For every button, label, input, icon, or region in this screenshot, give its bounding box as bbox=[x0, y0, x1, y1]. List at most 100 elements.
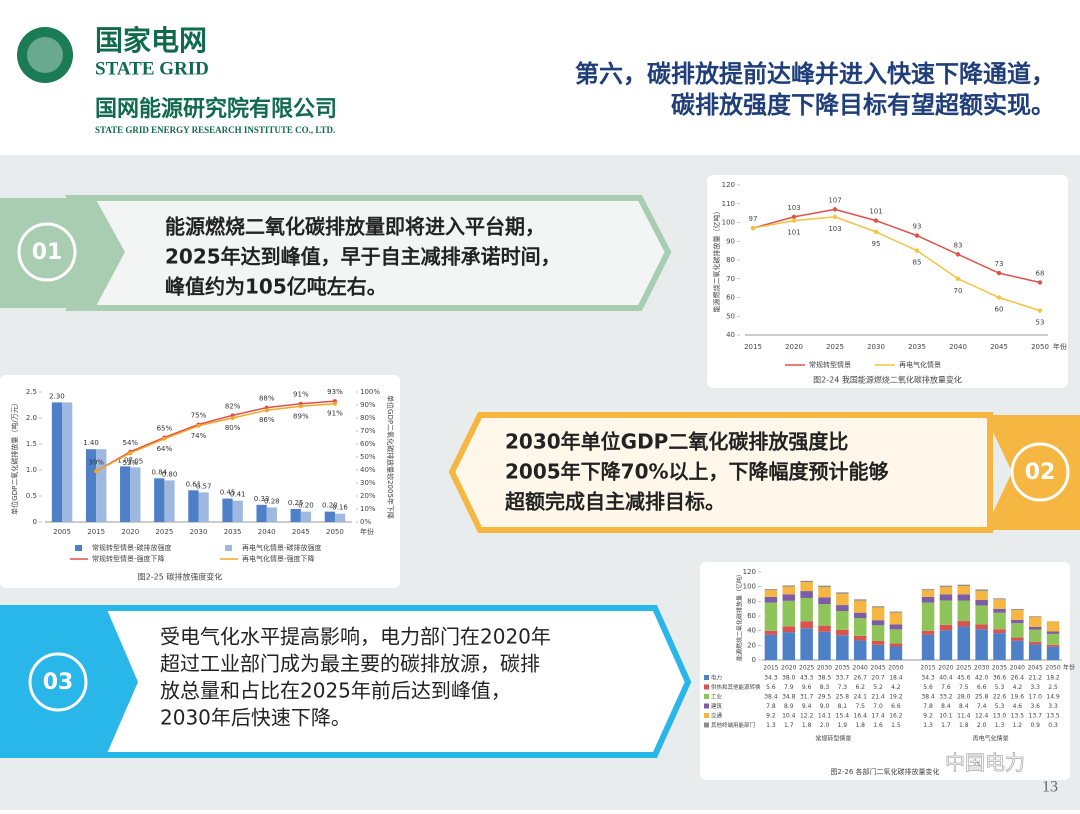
legend-label: 建筑 bbox=[711, 702, 723, 710]
x-tick-label: 2040 bbox=[258, 528, 276, 536]
legend-swatch bbox=[704, 713, 709, 718]
value-label: 74% bbox=[191, 432, 207, 440]
value-label: 0.16 bbox=[332, 504, 348, 512]
point bbox=[833, 215, 837, 219]
bar-segment bbox=[940, 594, 953, 600]
legend-label: 交通 bbox=[711, 712, 723, 720]
legend-swatch bbox=[704, 704, 709, 709]
x-tick-label: 2040 bbox=[949, 343, 967, 351]
y-tick-label: 0.5 bbox=[26, 492, 37, 500]
bar-segment bbox=[975, 605, 988, 624]
callout-text: 2025年达到峰值，早于自主减排承诺时间， bbox=[165, 245, 561, 269]
y-tick-label: 120 bbox=[722, 181, 735, 189]
point bbox=[874, 230, 878, 234]
table-cell: 12.2 bbox=[800, 713, 814, 720]
bar-segment bbox=[1029, 642, 1042, 644]
legend-label: 常规转型情景 bbox=[809, 360, 851, 369]
table-cell: 1.3 bbox=[766, 722, 776, 729]
callout-text: 2030年后快速下降。 bbox=[160, 706, 351, 730]
table-cell: 14.1 bbox=[818, 713, 832, 720]
y-tick-label: 0 bbox=[752, 656, 756, 664]
bar-segment bbox=[783, 632, 796, 660]
x-tick-label: 2015 bbox=[763, 665, 778, 672]
point bbox=[997, 271, 1001, 275]
y-tick-label: 1.0 bbox=[26, 466, 37, 474]
bar-segment bbox=[890, 613, 903, 625]
bar-segment bbox=[854, 618, 867, 636]
point bbox=[751, 226, 755, 230]
group-label: 常规转型情景 bbox=[815, 735, 851, 743]
bar bbox=[325, 512, 335, 522]
y-tick-label: 90 bbox=[726, 237, 735, 245]
point bbox=[792, 218, 796, 222]
legend-swatch bbox=[225, 545, 232, 551]
x-tick-label: 2040 bbox=[853, 665, 868, 672]
table-cell: 16.4 bbox=[854, 713, 868, 720]
table-cell: 4.2 bbox=[891, 684, 901, 691]
y-tick-label: 80 bbox=[726, 256, 735, 264]
bar-segment bbox=[940, 625, 953, 631]
bar bbox=[335, 514, 345, 522]
value-label: 88% bbox=[259, 395, 275, 403]
value-label: 91% bbox=[327, 410, 343, 418]
bar-segment bbox=[1029, 630, 1042, 642]
value-label: 103 bbox=[787, 204, 800, 212]
bar-segment bbox=[872, 607, 885, 620]
legend-label: 供热和其他能源转换 bbox=[711, 683, 761, 691]
legend-label: 常规转型情景-碳排放强度 bbox=[92, 543, 172, 552]
bar bbox=[52, 402, 62, 522]
y-tick-label: 40% bbox=[360, 466, 376, 474]
y-tick-label: 100 bbox=[722, 219, 735, 227]
bar-segment bbox=[818, 604, 831, 626]
x-tick-label: 2040 bbox=[1010, 665, 1025, 672]
legend-swatch bbox=[704, 694, 709, 699]
value-label: 53% bbox=[122, 459, 138, 467]
y-tick-label: 20% bbox=[360, 492, 376, 500]
bar-segment bbox=[800, 591, 813, 598]
table-cell: 2.0 bbox=[977, 722, 987, 729]
value-label: 89% bbox=[293, 412, 309, 420]
bar-segment bbox=[922, 631, 935, 635]
x-tick-label: 2030 bbox=[867, 343, 885, 351]
point bbox=[299, 404, 303, 408]
legend-swatch bbox=[704, 685, 709, 690]
table-cell: 20.7 bbox=[871, 675, 885, 682]
bar-segment bbox=[836, 592, 849, 593]
table-cell: 9.2 bbox=[766, 713, 776, 720]
value-label: 85 bbox=[913, 259, 922, 267]
bar-segment bbox=[854, 613, 867, 619]
bar-segment bbox=[1029, 617, 1042, 627]
x-axis-label: 年份 bbox=[1063, 664, 1075, 672]
bar-segment bbox=[922, 635, 935, 660]
bar bbox=[291, 509, 301, 522]
bar-segment bbox=[975, 600, 988, 605]
y-tick-label: 40 bbox=[726, 331, 735, 339]
bar-segment bbox=[872, 645, 885, 660]
bar-segment bbox=[958, 627, 971, 660]
x-tick-label: 2050 bbox=[1045, 665, 1060, 672]
table-cell: 22.6 bbox=[993, 694, 1007, 701]
x-tick-label: 2045 bbox=[292, 528, 310, 536]
table-cell: 5.6 bbox=[766, 684, 776, 691]
y-tick-label: 2.0 bbox=[26, 414, 37, 422]
y-tick-label: 100% bbox=[360, 388, 380, 396]
bar bbox=[130, 467, 140, 522]
table-cell: 1.7 bbox=[784, 722, 794, 729]
bar-segment bbox=[922, 597, 935, 603]
chart-caption: 图2-24 我国能源燃烧二氧化碳排放量变化 bbox=[813, 375, 962, 385]
table-cell: 1.2 bbox=[1013, 722, 1023, 729]
y-axis-label: 能源燃烧二氧化碳排放量（亿吨） bbox=[712, 208, 721, 313]
table-cell: 33.7 bbox=[836, 675, 850, 682]
bar-segment bbox=[800, 582, 813, 591]
table-cell: 25.8 bbox=[975, 694, 989, 701]
legend-label: 工业 bbox=[711, 693, 723, 701]
bar-segment bbox=[1011, 641, 1024, 660]
legend-swatch bbox=[704, 675, 709, 680]
bar-segment bbox=[940, 586, 953, 587]
bar-segment bbox=[1047, 647, 1060, 660]
y-tick-label: 50% bbox=[360, 453, 376, 461]
bar-segment bbox=[836, 635, 849, 660]
table-cell: 36.6 bbox=[993, 675, 1007, 682]
table-cell: 4.2 bbox=[1013, 684, 1023, 691]
bar-segment bbox=[818, 586, 831, 587]
